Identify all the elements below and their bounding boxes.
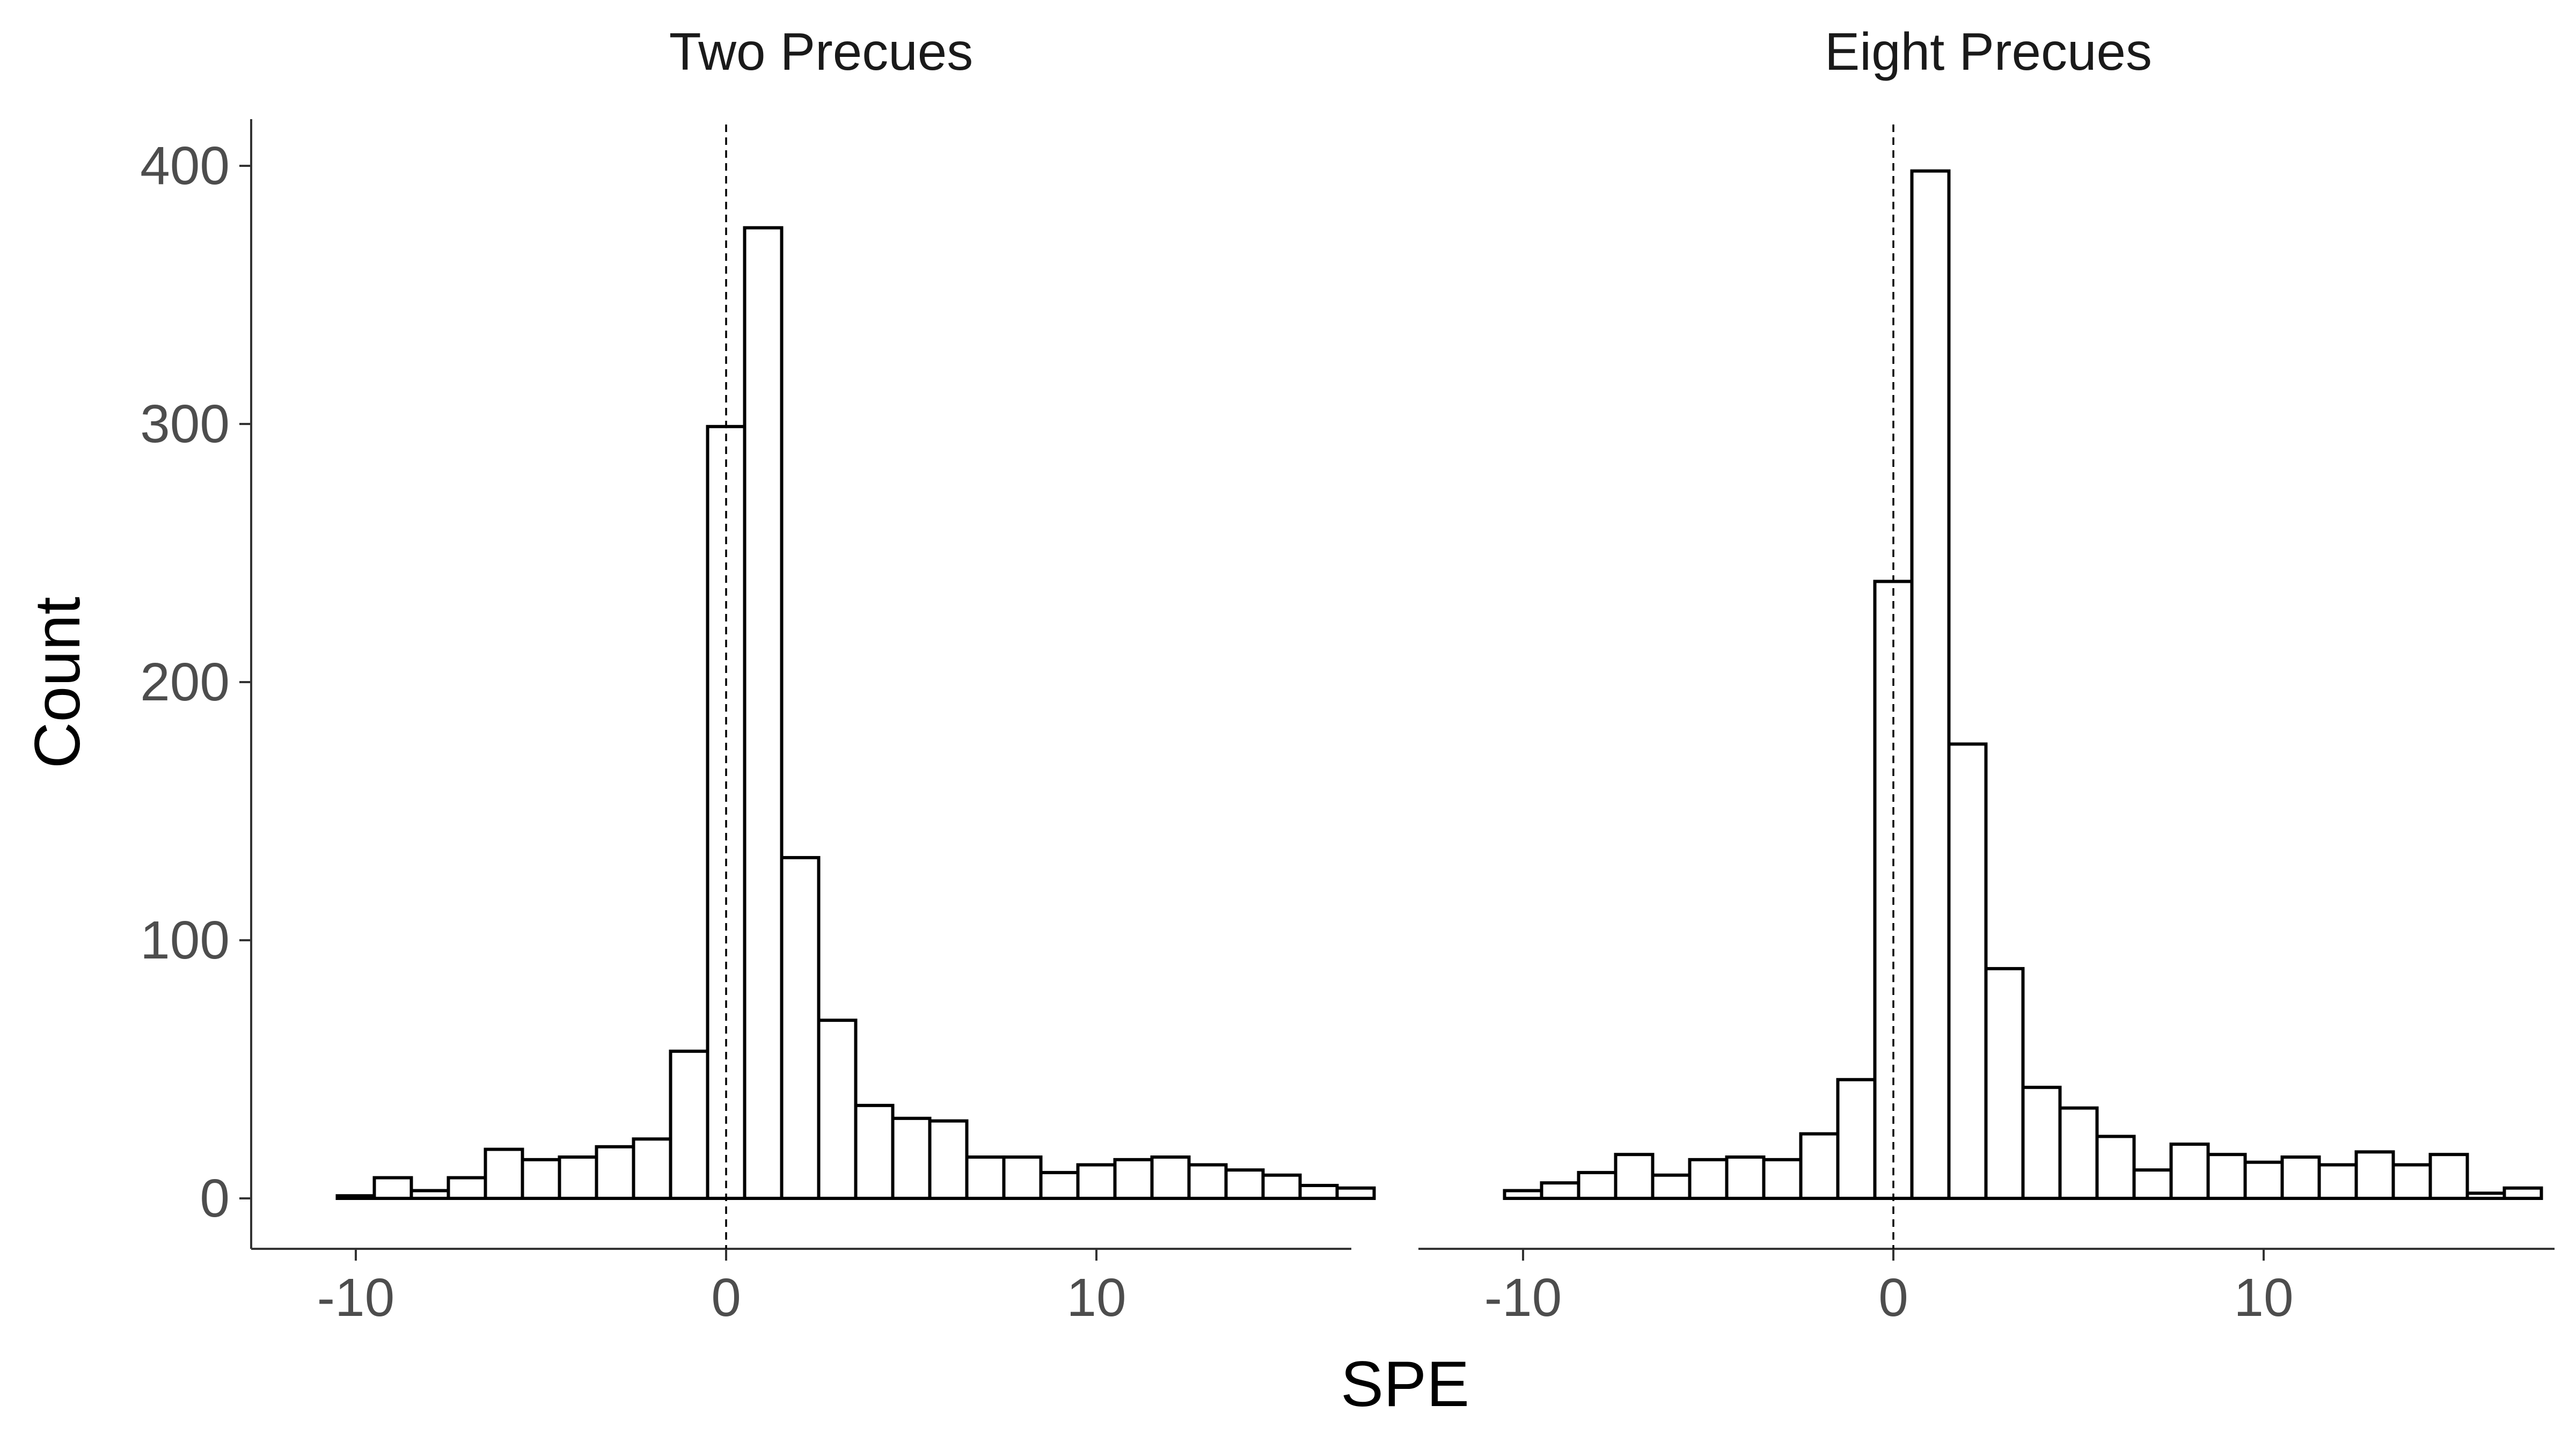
histogram-bar [1614, 1153, 1655, 1200]
histogram-bar [1984, 967, 2025, 1201]
x-tick-label: -10 [1484, 1268, 1562, 1328]
histogram-bar [1187, 1163, 1228, 1200]
y-tick-label: 100 [140, 910, 230, 970]
panel-2: -10 0 10 [1418, 125, 2555, 1328]
histogram-bar [2243, 1160, 2284, 1200]
x-tick-label: 0 [1878, 1268, 1908, 1328]
histogram-bar [372, 1176, 413, 1201]
histogram-bar [2132, 1168, 2173, 1201]
histogram-bar [2206, 1153, 2247, 1200]
histogram-bar [2354, 1150, 2395, 1200]
histogram-bar [817, 1019, 858, 1200]
histogram-bar [1688, 1158, 1729, 1201]
histogram-bar [891, 1116, 932, 1200]
histogram-bar [2095, 1135, 2136, 1201]
histogram-bar [595, 1145, 635, 1201]
histogram-bar [2169, 1142, 2210, 1200]
histogram-bar [2317, 1163, 2358, 1200]
histogram-bar [743, 226, 784, 1201]
histogram-bar [1836, 1078, 1877, 1200]
histogram-bar [1113, 1158, 1154, 1201]
panel-1: 0 100 200 300 400 -10 0 10 [140, 119, 1376, 1328]
histogram-bar [1651, 1173, 1692, 1200]
y-axis-title: Count [21, 597, 93, 769]
histogram-bar [558, 1155, 598, 1201]
y-tick-label: 0 [200, 1168, 230, 1228]
histogram-bar [965, 1155, 1006, 1201]
x-tick-label: -10 [317, 1268, 395, 1328]
panel-title-two-precues: Two Precues [669, 22, 973, 81]
histogram-bar [1261, 1173, 1302, 1200]
histogram-bar [1762, 1158, 1803, 1201]
histogram-bar [2428, 1153, 2469, 1200]
y-tick-label: 300 [140, 394, 230, 454]
histogram-bar [1076, 1163, 1117, 1200]
histogram-bar [2391, 1163, 2432, 1200]
histogram-bar [669, 1049, 709, 1200]
histogram-bar [484, 1147, 524, 1201]
x-axis-title: SPE [1341, 1348, 1469, 1420]
x-tick-label: 10 [2234, 1268, 2293, 1328]
histogram-bar [2058, 1106, 2099, 1200]
histogram-bar [1335, 1186, 1376, 1201]
panel-title-eight-precues: Eight Precues [1825, 22, 2152, 81]
histogram-bar [1150, 1155, 1191, 1201]
x-tick-label: 10 [1066, 1268, 1126, 1328]
histogram-bar [521, 1158, 561, 1201]
histogram-bar [2502, 1186, 2543, 1201]
histogram-bar [1725, 1155, 1766, 1201]
histogram-bar [409, 1189, 450, 1201]
histogram-bar [2021, 1086, 2062, 1201]
histogram-bar [780, 856, 821, 1200]
y-tick-label: 400 [140, 136, 230, 196]
histogram-bar [928, 1119, 969, 1200]
histogram-bar [1799, 1132, 1840, 1200]
histogram-bar [1947, 742, 1988, 1200]
histogram-bar [632, 1137, 672, 1201]
histogram-bar [1910, 169, 1951, 1200]
histogram-bar [1002, 1155, 1043, 1201]
histogram-bar [2465, 1191, 2506, 1200]
histogram-bar [1039, 1170, 1080, 1200]
histogram-bar [2280, 1155, 2321, 1201]
histogram-bar [1298, 1183, 1339, 1200]
x-tick-label: 0 [711, 1268, 741, 1328]
histogram-bar [1540, 1181, 1580, 1200]
histogram-bar [1503, 1189, 1543, 1201]
histogram-bar [1224, 1168, 1265, 1201]
y-tick-label: 200 [140, 652, 230, 712]
histogram-bar [447, 1176, 487, 1201]
panels: 0 100 200 300 400 -10 0 10 -10 0 10 [140, 119, 2555, 1328]
histogram-bar [335, 1194, 376, 1200]
histogram-bar [1577, 1170, 1618, 1200]
histogram-bar [854, 1103, 895, 1201]
